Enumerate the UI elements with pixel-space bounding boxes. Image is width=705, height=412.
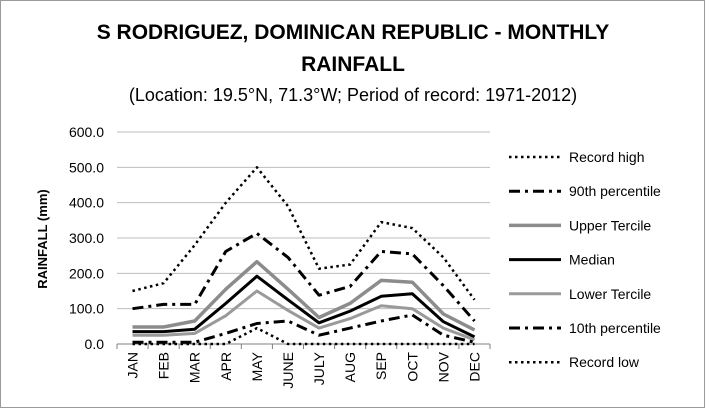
legend-label: Lower Tercile	[569, 286, 651, 302]
series-line	[132, 274, 476, 339]
x-tick-label: SEP	[373, 352, 389, 380]
series-line	[132, 259, 476, 332]
series-line	[132, 231, 476, 322]
y-tick-label: 500.0	[69, 159, 104, 175]
legend-label: Upper Tercile	[569, 217, 651, 233]
y-tick-label: 0.0	[85, 336, 105, 352]
chart-title-line2: RAINFALL	[301, 53, 405, 76]
chart-subtitle: (Location: 19.5°N, 71.3°W; Period of rec…	[129, 85, 577, 105]
y-tick-label: 100.0	[69, 301, 104, 317]
y-tick-labels: 0.0 100.0 200.0 300.0 400.0 500.0 600.0	[69, 124, 104, 352]
y-tick-label: 600.0	[69, 124, 104, 140]
y-tick-label: 200.0	[69, 265, 104, 281]
legend-label: 10th percentile	[569, 320, 661, 336]
series-line	[132, 313, 475, 344]
chart-title-line1: S RODRIGUEZ, DOMINICAN REPUBLIC - MONTHL…	[97, 21, 610, 44]
x-tick-label: MAR	[187, 352, 203, 383]
y-tick-label: 300.0	[69, 230, 104, 246]
series-line	[132, 166, 476, 301]
series-line	[132, 289, 476, 342]
x-tick-label: NOV	[435, 351, 451, 382]
x-tick-label: APR	[218, 352, 234, 381]
legend: Record high 90th percentile Upper Tercile M…	[509, 149, 661, 370]
x-tick-label: DEC	[466, 352, 482, 382]
x-tick-label: AUG	[342, 352, 358, 382]
series-lines	[132, 166, 476, 346]
x-tick-label: OCT	[404, 352, 420, 382]
x-tick-label: FEB	[156, 352, 172, 379]
x-tick-label: MAY	[249, 351, 265, 381]
gridlines	[117, 131, 490, 345]
legend-label: 90th percentile	[569, 183, 661, 199]
legend-label: Median	[569, 252, 615, 268]
legend-label: Record low	[569, 354, 640, 370]
legend-label: Record high	[569, 149, 645, 165]
x-tick-label: JUNE	[280, 352, 296, 389]
x-tick-labels: JAN FEB MAR APR MAY JUNE JULY AUG SEP OCT NOV DEC	[116, 344, 491, 389]
y-axis-label: RAINFALL (mm)	[35, 189, 50, 288]
x-tick-label: JAN	[125, 352, 141, 378]
x-tick-label: JULY	[311, 351, 327, 385]
y-tick-label: 400.0	[69, 195, 104, 211]
